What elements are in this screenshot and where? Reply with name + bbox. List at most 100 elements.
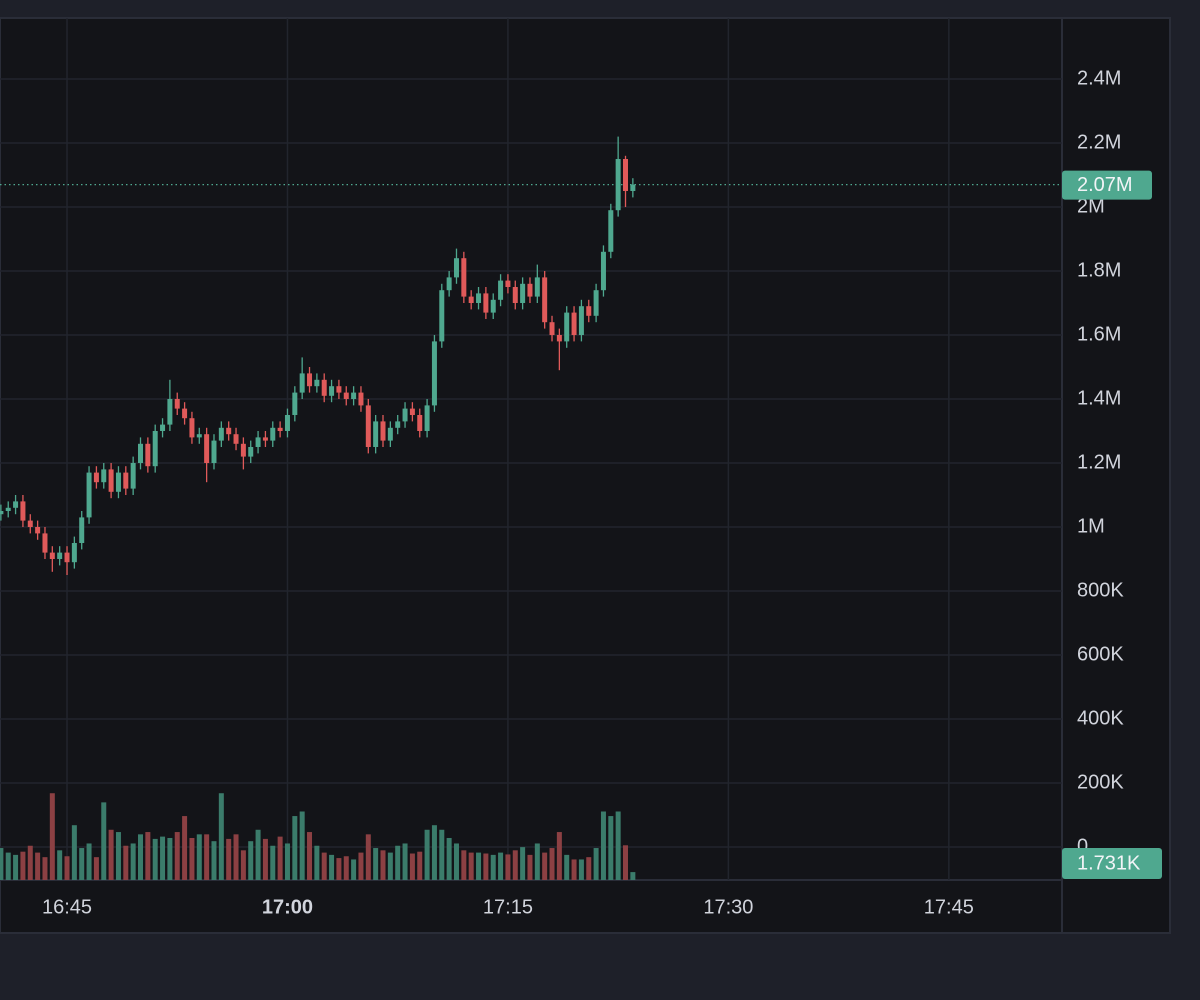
candle-body [79,517,85,543]
candle-body [395,421,401,428]
candle-body [115,472,121,492]
candle-body [189,418,195,438]
candle-body [182,408,188,419]
candle-body [35,527,41,534]
y-tick-label: 1M [1077,515,1105,537]
candle-body [431,341,437,406]
volume-bar [108,829,114,880]
volume-bar [314,845,320,880]
volume-bar [299,811,305,880]
volume-bar [431,825,437,880]
volume-bar [343,856,349,880]
volume-bar [218,793,224,880]
candle-body [439,290,445,342]
candle-body [299,373,305,393]
candle-body [600,251,606,291]
y-tick-label: 2M [1077,195,1105,217]
y-tick-label: 0 [1077,835,1088,857]
y-tick-label: 800K [1077,579,1124,601]
volume-bar [167,837,173,880]
candle-body [586,306,592,316]
candle-body [336,386,342,393]
candle-body [329,386,335,396]
candle-body [483,293,489,313]
candle-body [556,335,562,342]
y-tick-label: 400K [1077,707,1124,729]
volume-bar [542,852,548,880]
volume-bar [446,837,452,880]
candle-body [86,472,92,518]
volume-bar [35,852,41,880]
candle-body [71,543,77,563]
candle-body [130,463,136,489]
volume-bar [630,872,636,880]
candle-body [27,520,33,527]
volume-bar [182,816,188,880]
candle-body [262,437,268,441]
volume-bar [564,854,570,880]
volume-bar [0,848,4,880]
candle-body [174,399,180,409]
volume-bar [329,854,335,880]
candle-body [446,277,452,291]
volume-bar [520,847,526,880]
volume-bar [211,841,217,880]
candle-body [49,552,55,559]
x-tick-label: 17:45 [924,896,974,918]
volume-bar [321,852,327,880]
volume-bar [358,852,364,880]
grid [0,18,1062,880]
candle-body [409,408,415,415]
volume-bar [549,848,555,880]
volume-bar [64,856,70,880]
volume-label-box [1062,848,1162,879]
candle-body [505,280,511,287]
volume-bar [262,838,268,880]
candle-body [160,424,166,431]
volume-bar [255,829,261,880]
candle-body [564,312,570,342]
candle-body [42,533,48,553]
volume-bar [387,852,393,880]
candle-body [0,511,4,515]
candle-body [138,443,144,463]
candle-body [20,501,26,521]
volume-bar [534,843,540,880]
candle-body [5,507,11,511]
candle-body [542,277,548,323]
candle-body [549,322,555,335]
candle-body [270,427,276,441]
volume-bar [196,834,202,880]
candle-body [468,296,474,303]
volume-bar [174,832,180,880]
volume-bar [490,854,496,880]
candle-body [387,427,393,441]
volume-bar [380,850,386,880]
candle-body [380,421,386,441]
volume-bar [307,832,313,880]
candle-body [211,440,217,463]
volume-bar [512,850,518,880]
volume-bar [86,843,92,880]
candle-body [13,501,19,508]
candle-body [351,392,357,399]
volume-bar [152,838,158,880]
volume-bar [424,829,430,880]
candle-body [402,408,408,422]
candle-body [453,258,459,278]
candle-body [461,258,467,297]
y-tick-label: 200K [1077,771,1124,793]
volume-bar [189,837,195,880]
volume-bar [57,850,63,880]
volume-label: 1.731K [1077,852,1141,874]
y-tick-label: 600K [1077,643,1124,665]
candle-body [152,431,158,467]
candle-body [233,434,239,444]
volume-bar [284,843,290,880]
candle-body [630,184,636,191]
candle-body [218,427,224,441]
candle-body [57,552,63,559]
candle-body [240,443,246,457]
x-tick-label: 17:30 [703,896,753,918]
